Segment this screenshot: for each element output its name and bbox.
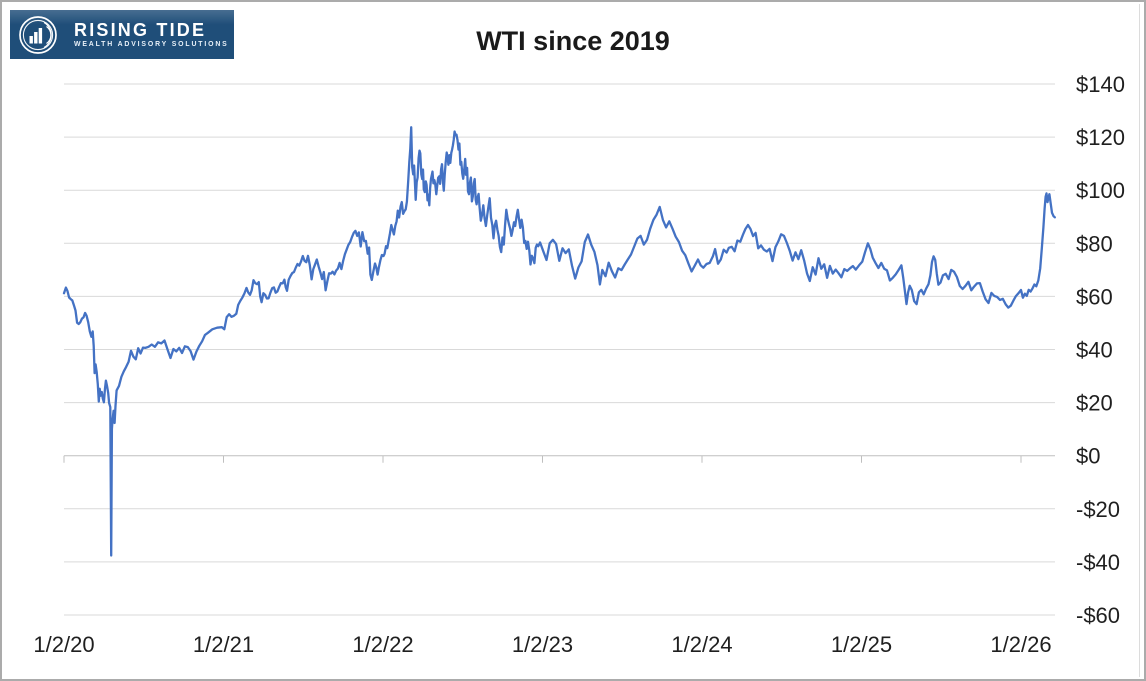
y-axis-label: -$60 <box>1076 603 1120 628</box>
y-axis-label: -$40 <box>1076 550 1120 575</box>
logo-bar-3 <box>38 27 43 43</box>
rising-tide-ripple-icon <box>19 15 57 54</box>
x-axis-label: 1/2/20 <box>33 632 94 657</box>
y-axis-label: -$20 <box>1076 497 1120 522</box>
y-axis-label: $100 <box>1076 178 1125 203</box>
chart-title: WTI since 2019 <box>476 26 670 56</box>
y-axis-label: $140 <box>1076 72 1125 97</box>
x-axis-label: 1/2/21 <box>193 632 254 657</box>
y-axis-label: $60 <box>1076 284 1113 309</box>
logo-tagline-text: WEALTH ADVISORY SOLUTIONS <box>74 40 229 48</box>
y-axis-label: $0 <box>1076 444 1100 469</box>
y-axis-label: $20 <box>1076 391 1113 416</box>
price-line-wti <box>62 126 1056 557</box>
x-axis-label: 1/2/26 <box>990 632 1051 657</box>
x-axis-label: 1/2/23 <box>512 632 573 657</box>
x-axis-label: 1/2/22 <box>352 632 413 657</box>
y-axis-label: $120 <box>1076 125 1125 150</box>
logo-brand-text: RISING TIDE <box>74 19 207 40</box>
x-axis-label: 1/2/24 <box>671 632 732 657</box>
logo-bar-2 <box>34 31 38 43</box>
right-edge-hairline <box>1139 4 1140 677</box>
y-axis-label: $80 <box>1076 231 1113 256</box>
x-axis-label: 1/2/25 <box>831 632 892 657</box>
logo-bar-1 <box>29 35 33 43</box>
y-axis-label: $40 <box>1076 338 1113 363</box>
logo-text-block: RISING TIDE WEALTH ADVISORY SOLUTIONS <box>74 20 229 50</box>
